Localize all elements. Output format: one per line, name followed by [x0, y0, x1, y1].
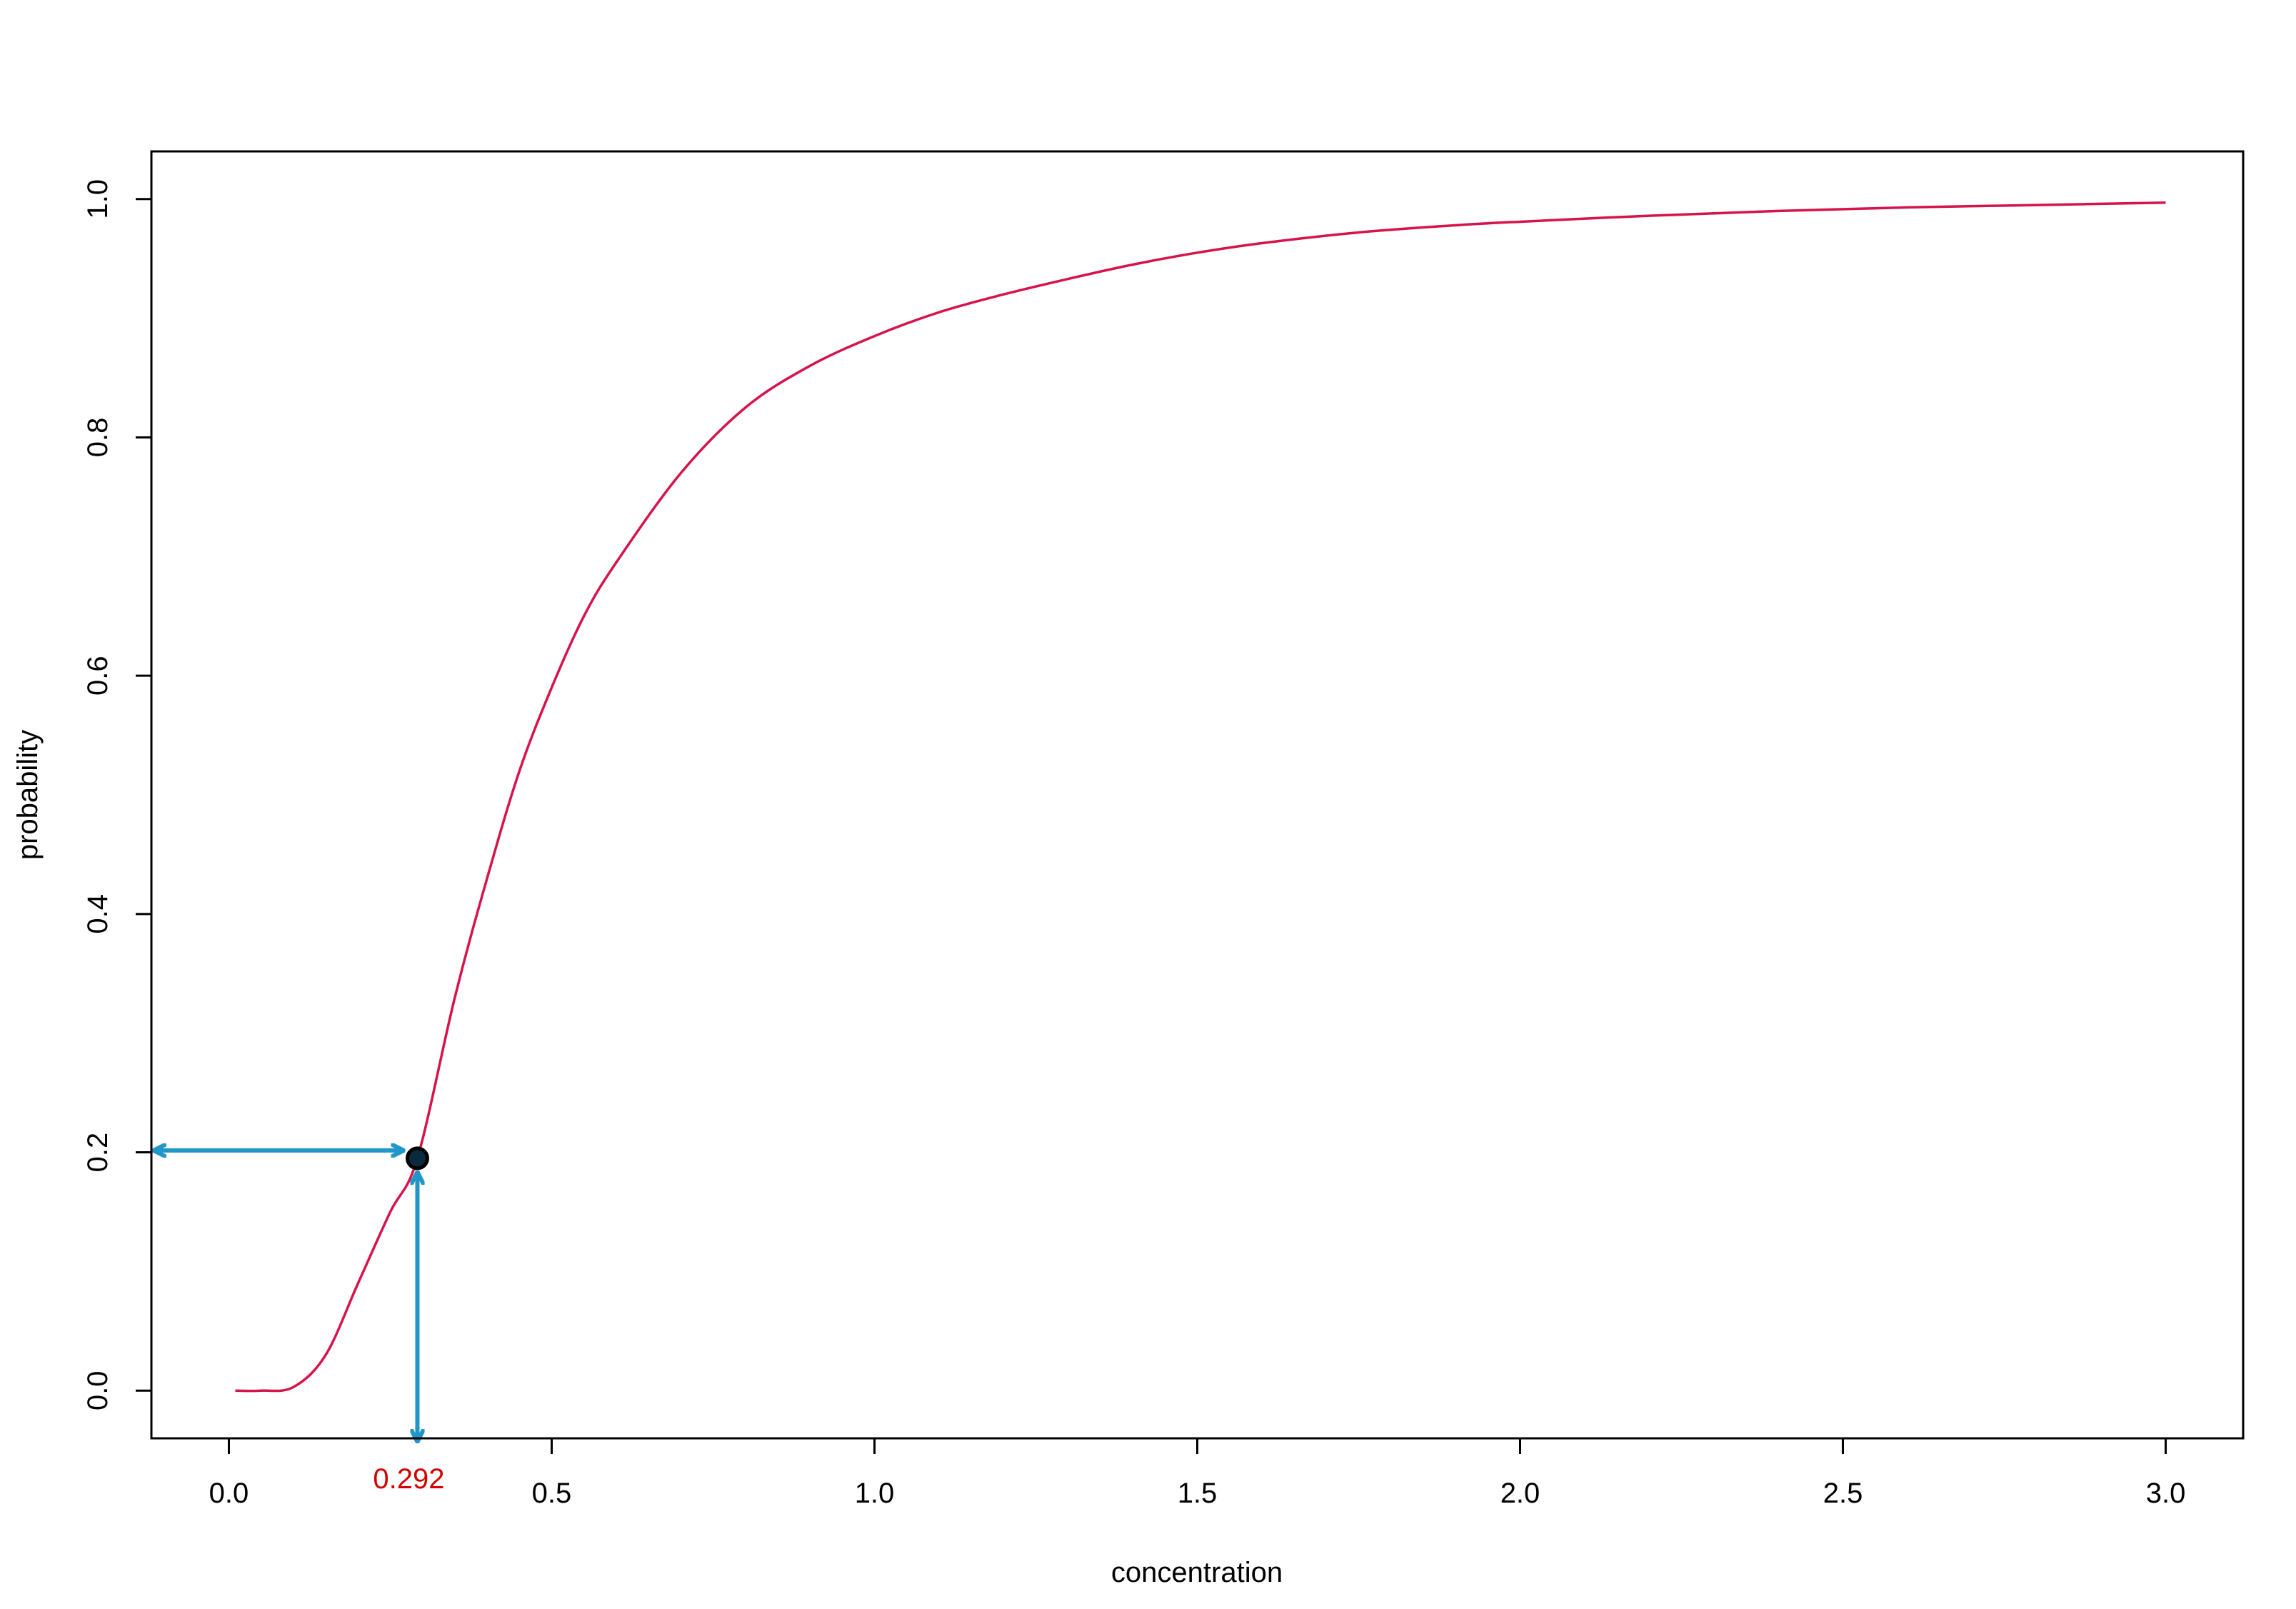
- y-axis-title: probability: [12, 730, 44, 860]
- x-tick-label: 2.0: [1500, 1478, 1540, 1509]
- x-tick-label: 1.0: [855, 1478, 895, 1509]
- plot-frame: [150, 150, 2245, 1440]
- y-tick-label: 0.8: [82, 418, 114, 458]
- y-tick-label: 0.2: [82, 1133, 114, 1173]
- x-tick-label: 2.5: [1823, 1478, 1863, 1509]
- y-tick-label: 0.0: [82, 1370, 114, 1410]
- x-tick-label: 0.5: [532, 1478, 572, 1509]
- annotation-layer: 0.292: [154, 1148, 445, 1495]
- y-tick-label: 0.4: [82, 894, 114, 934]
- x-tick-label: 1.5: [1178, 1478, 1218, 1509]
- x-tick-label: 0.0: [209, 1478, 249, 1509]
- highlight-point: [405, 1146, 429, 1171]
- highlight-x-label: 0.292: [373, 1463, 444, 1495]
- y-tick-label: 0.6: [82, 656, 114, 696]
- x-tick-label: 3.0: [2146, 1478, 2186, 1509]
- y-tick-label: 1.0: [82, 179, 114, 219]
- x-axis-title: concentration: [1111, 1557, 1283, 1588]
